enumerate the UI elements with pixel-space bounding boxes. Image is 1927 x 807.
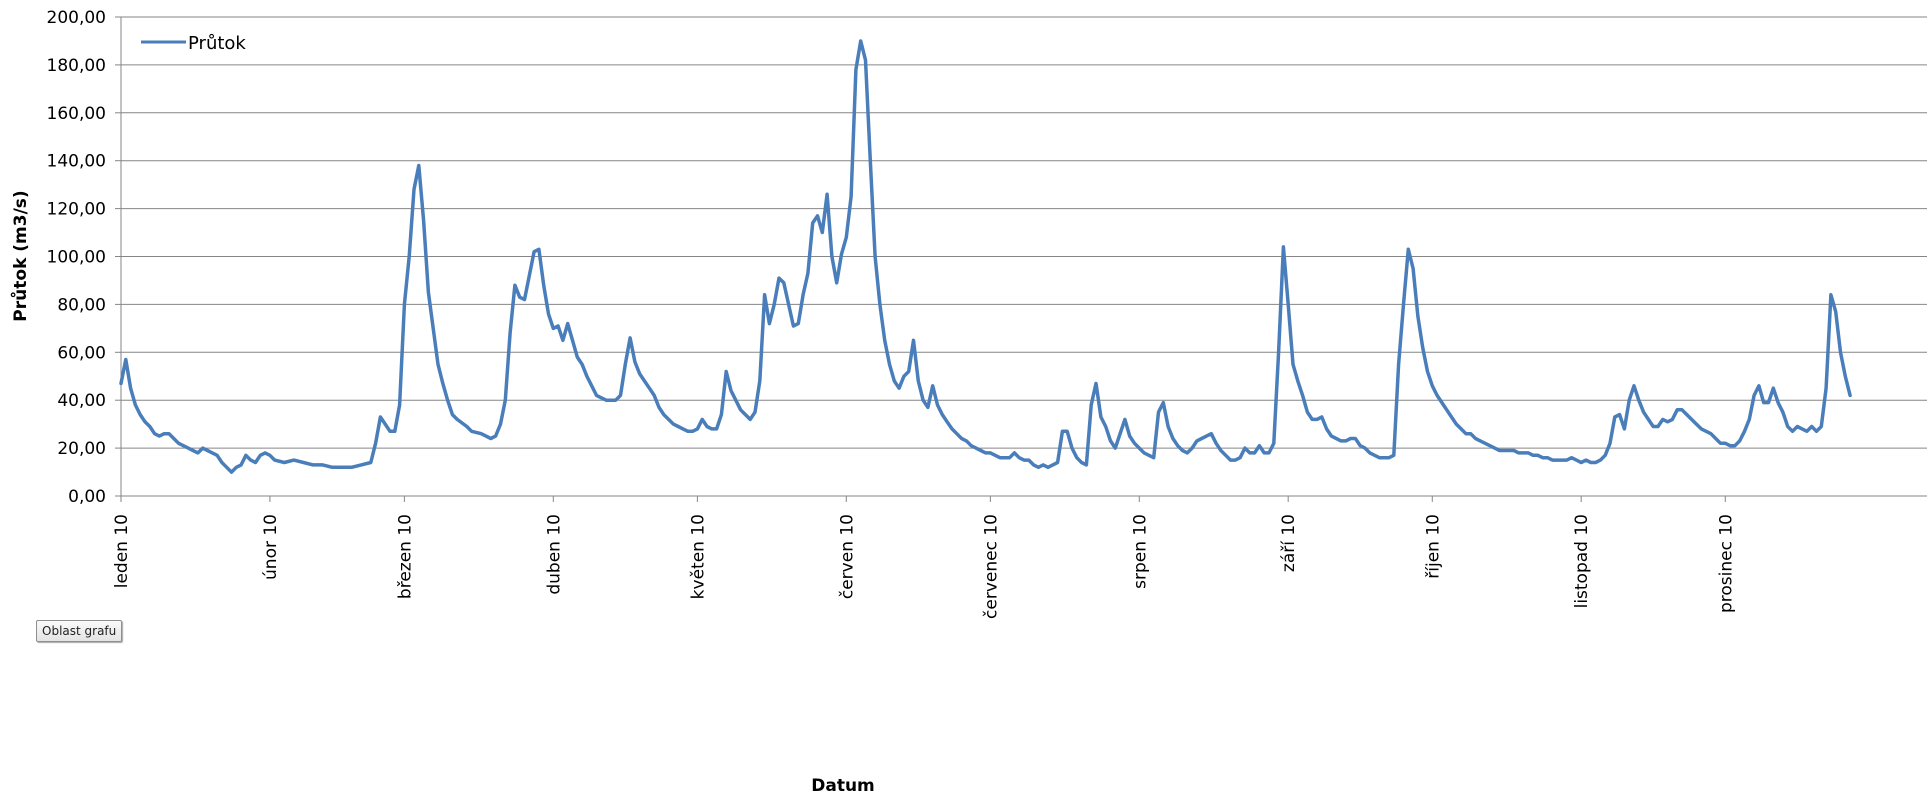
x-tick-label: říjen 10 <box>1423 514 1443 579</box>
y-tick-label: 120,00 <box>47 200 106 220</box>
x-tick-label: květen 10 <box>688 514 708 599</box>
y-tick-label: 180,00 <box>47 56 106 76</box>
y-axis-title: Průtok (m3/s) <box>9 190 31 321</box>
x-tick-label: červenec 10 <box>981 514 1001 619</box>
x-tick-label: únor 10 <box>261 514 281 580</box>
y-tick-label: 140,00 <box>47 152 106 172</box>
y-axis: 0,00 20,00 40,00 60,00 80,00 100,00 120,00 140,… <box>47 8 122 507</box>
x-tick-label: duben 10 <box>544 514 564 595</box>
legend: Průtok <box>141 33 246 54</box>
series-line <box>119 39 1852 474</box>
y-tick-label: 100,00 <box>47 248 106 268</box>
y-tick-label: 40,00 <box>57 391 106 411</box>
y-tick-label: 0,00 <box>68 487 106 507</box>
plot-series <box>119 39 1852 474</box>
y-tick-label: 160,00 <box>47 104 106 124</box>
legend-label: Průtok <box>188 33 246 54</box>
x-axis: leden 10 únor 10 březen 10 duben 10 květen 1… <box>112 495 1927 619</box>
x-tick-label: leden 10 <box>112 514 132 588</box>
y-tick-label: 20,00 <box>57 439 106 459</box>
x-tick-label: březen 10 <box>395 514 415 599</box>
y-tick-label: 80,00 <box>57 295 106 315</box>
y-tick-label: 60,00 <box>57 343 106 363</box>
y-tick-label: 200,00 <box>47 8 106 28</box>
x-tick-label: prosinec 10 <box>1716 514 1736 613</box>
x-tick-label: červen 10 <box>837 514 857 599</box>
chart-area-tooltip[interactable]: Oblast grafu <box>36 620 123 642</box>
x-tick-label: září 10 <box>1279 514 1299 572</box>
x-tick-label: listopad 10 <box>1572 514 1592 608</box>
x-axis-title: Datum <box>811 776 875 796</box>
gridlines <box>121 16 1927 449</box>
x-tick-label: srpen 10 <box>1130 514 1150 589</box>
